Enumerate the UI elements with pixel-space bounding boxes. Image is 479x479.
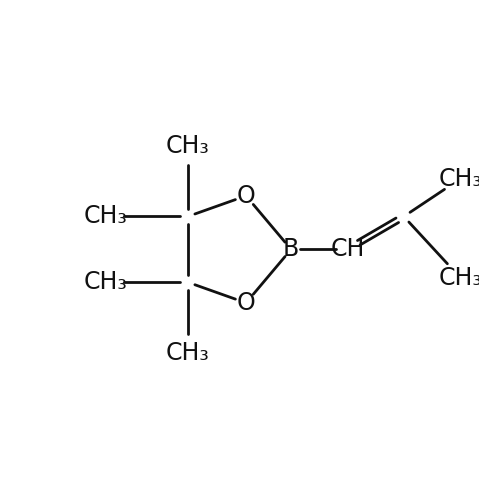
Text: CH₃: CH₃ [83, 205, 127, 228]
Text: CH: CH [330, 238, 365, 262]
Text: B: B [283, 238, 299, 262]
Text: O: O [237, 184, 255, 208]
Text: CH₃: CH₃ [83, 270, 127, 294]
Text: O: O [237, 291, 255, 315]
Text: CH₃: CH₃ [166, 341, 210, 365]
Text: CH₃: CH₃ [438, 167, 479, 191]
Text: CH₃: CH₃ [166, 134, 210, 158]
Text: CH₃: CH₃ [438, 265, 479, 289]
